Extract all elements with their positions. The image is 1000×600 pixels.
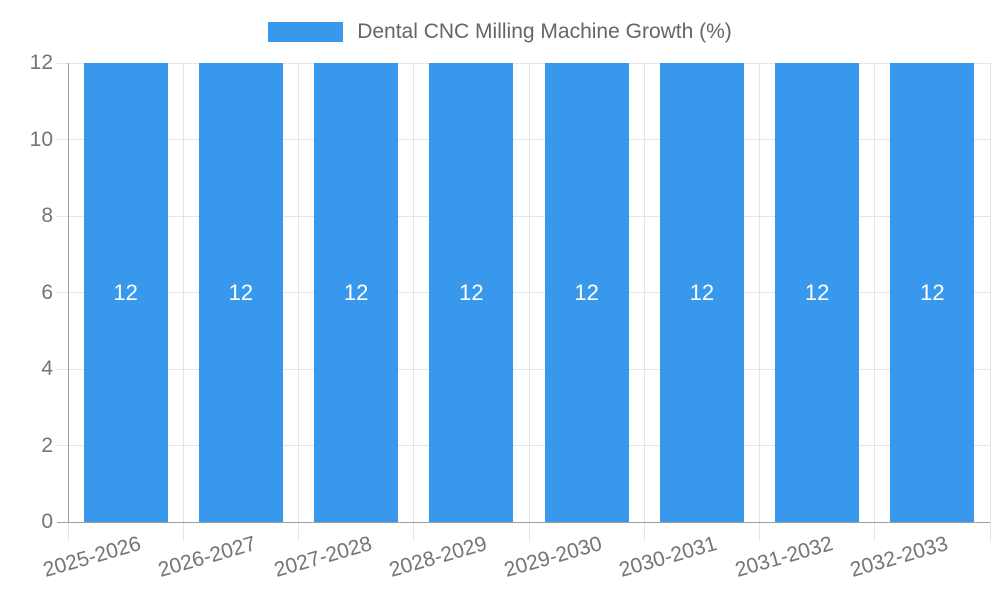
x-axis-label: 2027-2028 <box>271 532 375 582</box>
y-tick-mark <box>57 445 68 446</box>
x-tick-mark <box>989 522 991 541</box>
bar[interactable]: 12 <box>775 63 860 522</box>
x-tick-mark <box>413 522 415 541</box>
y-axis-line <box>67 63 69 523</box>
x-tick-mark <box>182 522 184 541</box>
y-axis-label: 4 <box>41 357 53 380</box>
x-tick-mark <box>874 522 876 541</box>
gridline-vertical <box>413 63 415 522</box>
y-axis-label: 0 <box>41 510 53 533</box>
x-axis-label: 2032-2033 <box>847 532 951 582</box>
bar-value-label: 12 <box>804 279 830 305</box>
bar[interactable]: 12 <box>544 63 629 522</box>
bar-value-label: 12 <box>459 279 484 305</box>
legend-label: Dental CNC Milling Machine Growth (%) <box>357 20 732 43</box>
gridline-vertical <box>643 63 645 522</box>
bar[interactable]: 12 <box>890 63 975 522</box>
bar-value-label: 12 <box>689 279 715 305</box>
x-tick-mark <box>67 522 69 541</box>
gridline-vertical <box>528 63 530 522</box>
bar-value-label: 12 <box>343 279 369 305</box>
y-tick-mark <box>57 215 68 217</box>
y-axis-label: 2 <box>41 433 53 457</box>
legend[interactable]: Dental CNC Milling Machine Growth (%) <box>0 14 1000 50</box>
bar-value-label: 12 <box>920 279 945 305</box>
bar[interactable]: 12 <box>83 63 168 522</box>
x-tick-mark <box>528 522 530 541</box>
y-axis-label: 8 <box>41 204 53 227</box>
x-axis-label: 2028-2029 <box>386 532 490 582</box>
gridline-vertical <box>298 63 299 522</box>
bar[interactable]: 12 <box>198 63 283 522</box>
bar-value-label: 12 <box>113 279 138 305</box>
x-axis-label: 2030-2031 <box>617 532 720 582</box>
bar-value-label: 12 <box>574 279 599 305</box>
gridline-vertical <box>989 63 991 522</box>
x-axis-label: 2026-2027 <box>156 532 259 582</box>
y-axis-label: 12 <box>29 51 53 74</box>
bar[interactable]: 12 <box>659 63 744 522</box>
x-axis-line <box>57 521 990 523</box>
x-axis-label: 2029-2030 <box>501 532 605 582</box>
legend-swatch <box>268 22 344 42</box>
y-tick-mark <box>57 292 68 293</box>
x-tick-mark <box>759 522 760 541</box>
gridline-vertical <box>182 63 184 522</box>
y-axis-label: 10 <box>29 127 53 151</box>
x-tick-mark <box>643 522 645 541</box>
bar[interactable]: 12 <box>314 63 399 522</box>
gridline-vertical <box>759 63 760 522</box>
y-axis-label: 6 <box>41 280 53 304</box>
y-tick-mark <box>57 139 68 140</box>
y-tick-mark <box>57 62 68 64</box>
x-tick-mark <box>298 522 299 541</box>
bar-value-label: 12 <box>228 279 254 305</box>
x-axis-label: 2031-2032 <box>732 532 836 582</box>
x-axis-label: 2025-2026 <box>40 532 144 582</box>
y-tick-mark <box>57 368 68 370</box>
bar[interactable]: 12 <box>429 63 514 522</box>
gridline-vertical <box>874 63 876 522</box>
